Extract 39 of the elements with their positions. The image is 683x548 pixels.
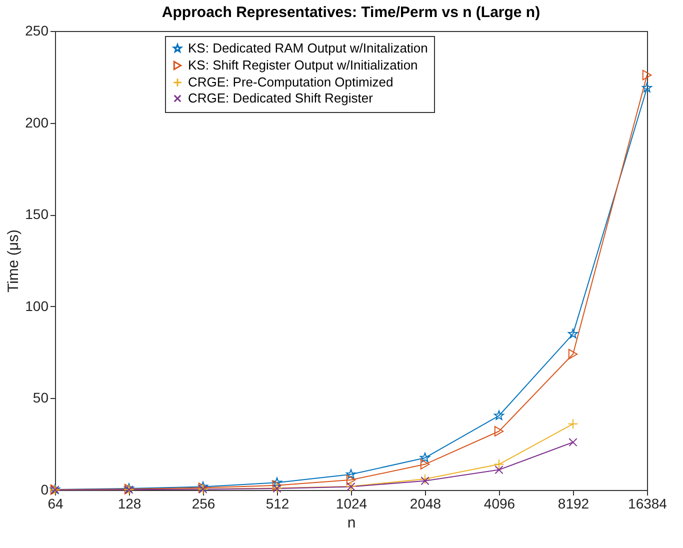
x-tick-label: 2048 (410, 496, 442, 512)
y-tick-label: 200 (25, 114, 49, 130)
point (568, 418, 578, 430)
x-axis-title: n (347, 514, 356, 532)
y-tick-label: 150 (25, 206, 49, 222)
chart-title: Approach Representatives: Time/Perm vs n (Large n) (162, 4, 540, 21)
point (568, 328, 578, 338)
x-tick-label: 16384 (628, 496, 668, 512)
point (494, 466, 504, 474)
point (642, 70, 652, 80)
point (494, 410, 504, 420)
x-tick-label: 8192 (558, 496, 590, 512)
y-tick-label: 100 (25, 298, 49, 314)
x-tick-label: 256 (192, 496, 216, 512)
point (272, 477, 282, 487)
point (346, 474, 356, 486)
legend-label: CRGE: Pre-Computation Optimized (188, 74, 394, 90)
point (642, 82, 652, 92)
point (568, 348, 578, 360)
x-tick-label: 512 (266, 496, 290, 512)
x-tick-label: 64 (48, 496, 64, 512)
legend-label: CRGE: Dedicated Shift Register (188, 90, 374, 106)
y-tick-label: 0 (40, 482, 49, 498)
x-tick-label: 1024 (336, 496, 368, 512)
point (272, 480, 282, 491)
legend-label: KS: Shift Register Output w/Initialization (188, 58, 418, 72)
point (420, 476, 430, 486)
point (494, 426, 504, 436)
point (568, 438, 578, 447)
point (346, 469, 356, 479)
point (420, 452, 430, 462)
x-tick-label: 128 (118, 496, 142, 512)
point (420, 459, 430, 470)
point (494, 459, 504, 470)
y-tick-label: 250 (25, 22, 49, 38)
y-tick-label: 50 (32, 390, 49, 406)
legend-label: KS: Dedicated RAM Output w/Initalization (188, 40, 428, 56)
x-tick-label: 4096 (484, 496, 516, 512)
y-axis-title: Time (μs) (5, 229, 22, 293)
